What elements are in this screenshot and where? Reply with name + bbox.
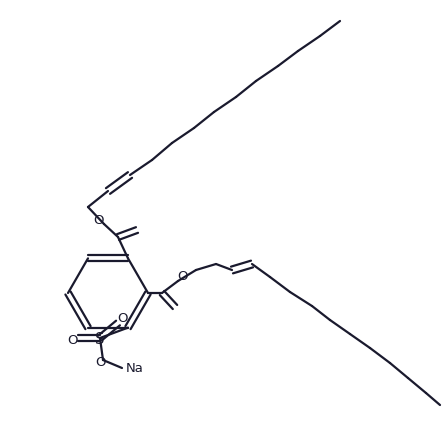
Text: S: S — [95, 333, 105, 347]
Text: O: O — [95, 355, 105, 368]
Text: Na: Na — [126, 362, 144, 376]
Text: O: O — [117, 313, 127, 325]
Text: O: O — [68, 333, 78, 346]
Text: O: O — [178, 271, 188, 284]
Text: O: O — [94, 214, 104, 227]
